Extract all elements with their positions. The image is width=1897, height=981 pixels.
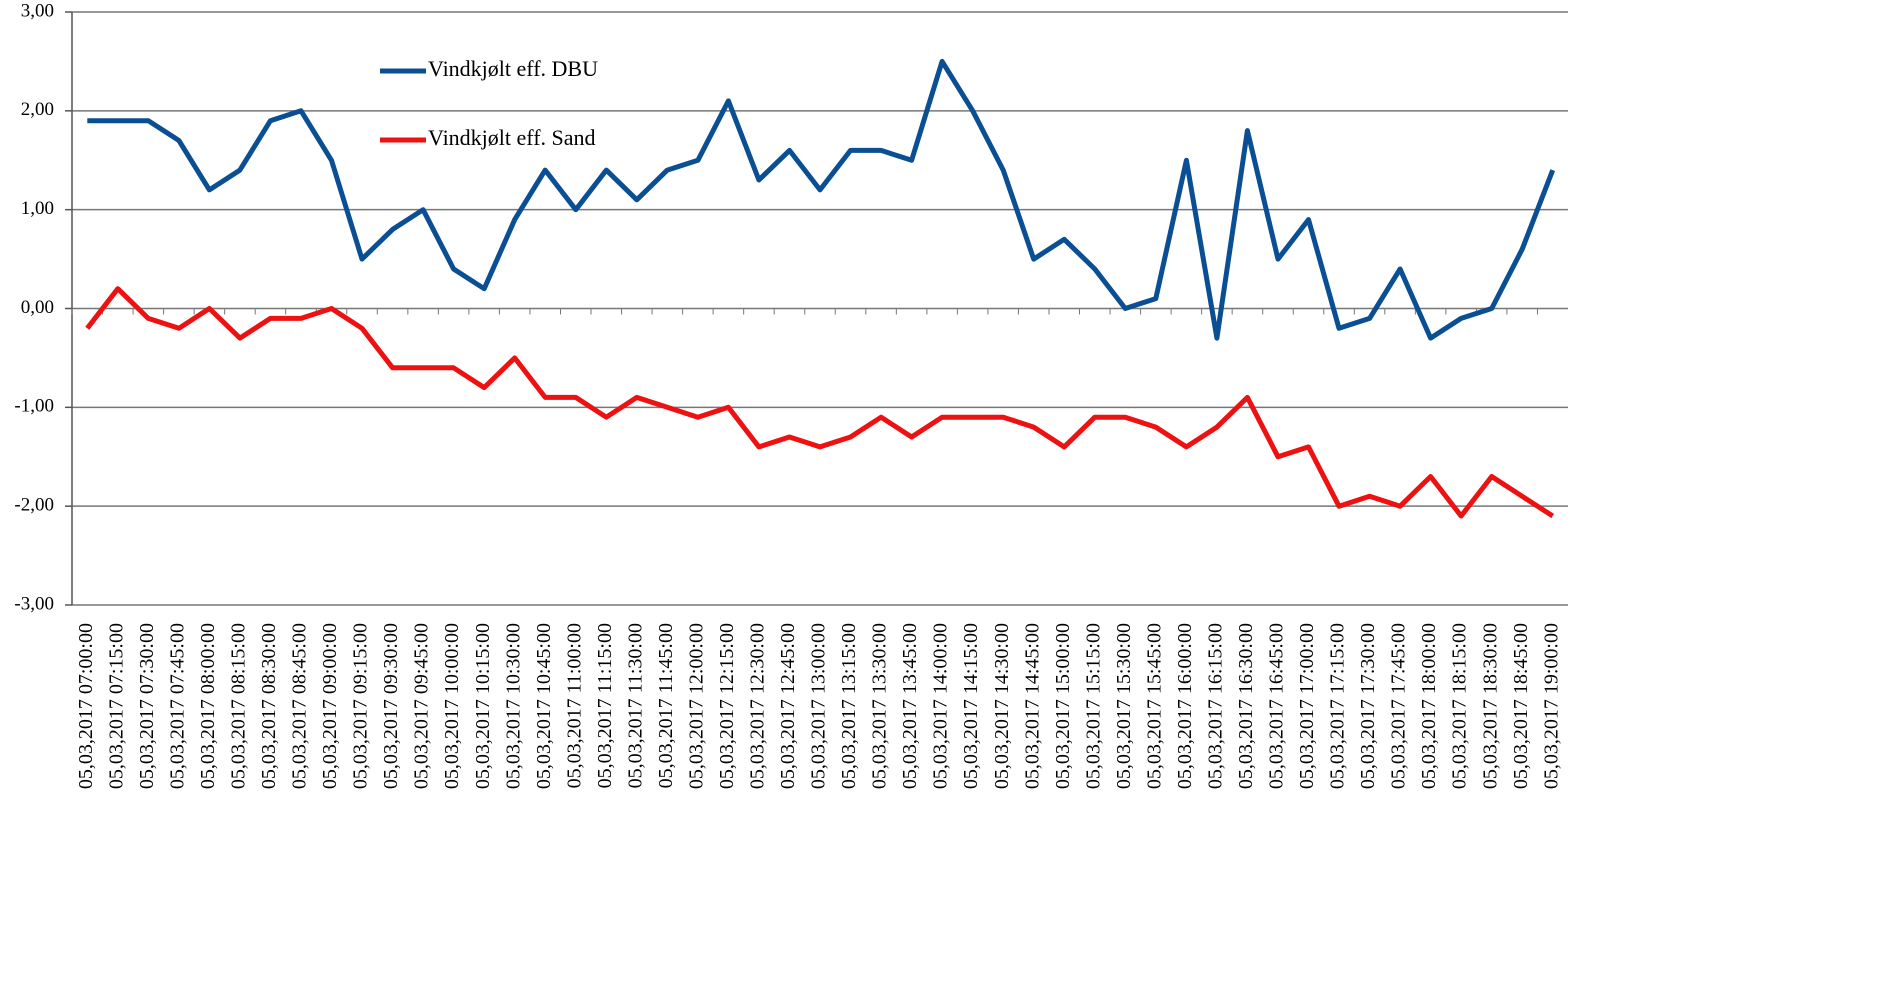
x-tick-label: 05,03,2017 12:00:00	[685, 623, 707, 789]
x-tick-label: 05,03,2017 18:30:00	[1479, 623, 1501, 789]
x-tick-label: 05,03,2017 08:15:00	[228, 623, 250, 789]
x-tick-label: 05,03,2017 16:00:00	[1174, 623, 1196, 789]
x-tick-label: 05,03,2017 10:45:00	[533, 623, 555, 789]
x-tick-label: 05,03,2017 09:15:00	[350, 623, 372, 789]
x-tick-label: 05,03,2017 16:45:00	[1266, 623, 1288, 789]
x-tick-label: 05,03,2017 09:45:00	[411, 623, 433, 789]
x-tick-label: 05,03,2017 08:45:00	[289, 623, 311, 789]
series-line	[85, 286, 1555, 519]
x-tick-label: 05,03,2017 18:45:00	[1510, 623, 1532, 789]
x-tick-label: 05,03,2017 08:00:00	[197, 623, 219, 789]
y-tick-label: 1,00	[21, 198, 54, 219]
x-tick-label: 05,03,2017 11:30:00	[624, 623, 646, 788]
x-tick-label: 05,03,2017 17:30:00	[1357, 623, 1379, 789]
x-tick-label: 05,03,2017 11:45:00	[655, 623, 677, 788]
x-tick-label: 05,03,2017 12:45:00	[777, 623, 799, 789]
x-tick-label: 05,03,2017 13:45:00	[899, 623, 921, 789]
legend-label: Vindkjølt eff. Sand	[428, 125, 596, 150]
y-tick-label: -3,00	[14, 593, 54, 614]
x-tick-label: 05,03,2017 14:15:00	[960, 623, 982, 789]
y-tick-label: -2,00	[14, 495, 54, 516]
x-tick-label: 05,03,2017 07:45:00	[166, 623, 188, 789]
x-tick-label: 05,03,2017 13:30:00	[869, 623, 891, 789]
y-tick-label: 0,00	[21, 297, 54, 318]
x-tick-label: 05,03,2017 10:15:00	[472, 623, 494, 789]
x-tick-label: 05,03,2017 11:00:00	[563, 623, 585, 788]
y-tick-label: 2,00	[21, 99, 54, 120]
x-tick-label: 05,03,2017 07:00:00	[75, 623, 97, 789]
x-tick-label: 05,03,2017 16:30:00	[1235, 623, 1257, 789]
x-tick-label: 05,03,2017 07:15:00	[105, 623, 127, 789]
series-line	[87, 58, 1556, 341]
x-tick-label: 05,03,2017 17:45:00	[1388, 623, 1410, 789]
x-tick-label: 05,03,2017 09:00:00	[319, 623, 341, 789]
x-tick-label: 05,03,2017 19:00:00	[1540, 623, 1562, 789]
x-tick-label: 05,03,2017 09:30:00	[380, 623, 402, 789]
x-tick-label: 05,03,2017 15:45:00	[1143, 623, 1165, 789]
x-tick-label: 05,03,2017 13:15:00	[838, 623, 860, 789]
y-tick-label: -1,00	[14, 396, 54, 417]
x-tick-label: 05,03,2017 18:15:00	[1449, 623, 1471, 789]
x-tick-label: 05,03,2017 16:15:00	[1204, 623, 1226, 789]
x-tick-label: 05,03,2017 14:00:00	[930, 623, 952, 789]
legend-label: Vindkjølt eff. DBU	[428, 56, 598, 81]
x-tick-label: 05,03,2017 10:00:00	[441, 623, 463, 789]
x-tick-label: 05,03,2017 13:00:00	[808, 623, 830, 789]
x-tick-label: 05,03,2017 14:45:00	[1021, 623, 1043, 789]
x-tick-label: 05,03,2017 08:30:00	[258, 623, 280, 789]
x-tick-label: 05,03,2017 10:30:00	[502, 623, 524, 789]
x-tick-label: 05,03,2017 15:30:00	[1113, 623, 1135, 789]
x-tick-label: 05,03,2017 14:30:00	[991, 623, 1013, 789]
x-tick-label: 05,03,2017 11:15:00	[594, 623, 616, 788]
x-tick-label: 05,03,2017 17:15:00	[1327, 623, 1349, 789]
x-tick-label: 05,03,2017 15:15:00	[1082, 623, 1104, 789]
y-tick-label: 3,00	[21, 0, 54, 21]
x-tick-label: 05,03,2017 15:00:00	[1052, 623, 1074, 789]
x-tick-label: 05,03,2017 12:15:00	[716, 623, 738, 789]
x-tick-label: 05,03,2017 17:00:00	[1296, 623, 1318, 789]
x-tick-label: 05,03,2017 07:30:00	[136, 623, 158, 789]
x-tick-label: 05,03,2017 18:00:00	[1418, 623, 1440, 789]
x-tick-label: 05,03,2017 12:30:00	[747, 623, 769, 789]
